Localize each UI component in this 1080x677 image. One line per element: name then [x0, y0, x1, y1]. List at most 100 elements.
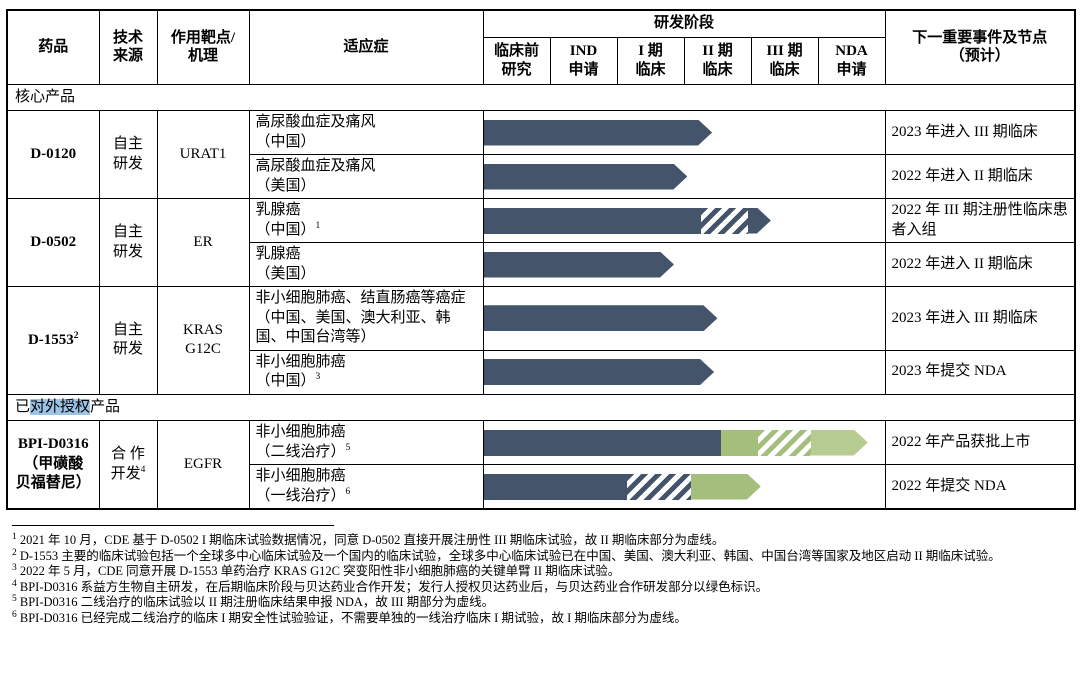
indication-cell: 非小细胞肺癌 （一线治疗）6 [248, 464, 484, 510]
next-event-cell: 2022 年提交 NDA [884, 464, 1076, 510]
pipeline-row: D-0502 自主 研发 ER 乳腺癌 （中国）1 2022 年 III 期注册性临床患… [6, 198, 1076, 287]
indication-cell: 乳腺癌 （美国） [248, 242, 484, 287]
col-header-stage-phase1: I 期 临床 [616, 36, 685, 85]
progress-arrow-segment [484, 207, 701, 234]
next-event-cell: 2022 年 III 期注册性临床患者入组 [884, 198, 1076, 243]
footnote-number: 4 [12, 578, 17, 589]
stage-progress-cell [482, 286, 886, 351]
col-header-indication: 适应症 [248, 9, 484, 85]
tech-source-cell: 自主 研发 [98, 286, 158, 395]
pipeline-row: D-0120 自主 研发 URAT1 高尿酸血症及痛风 （中国） 2023 年进入 II… [6, 110, 1076, 199]
drug-name-cell: D-0502 [6, 198, 100, 287]
footnote-number: 1 [12, 531, 17, 542]
table-header-row-2: 临床前 研究 IND 申请 I 期 临床 II 期 临床 III 期 临床 ND… [7, 36, 1075, 85]
col-header-stage-nda: NDA 申请 [817, 36, 886, 85]
next-event-cell: 2022 年进入 II 期临床 [884, 154, 1076, 199]
footnote-item: 6 BPI-D0316 已经完成二线治疗的临床 I 期安全性试验验证，不需要单独… [12, 609, 687, 625]
pipeline-row: BPI-D0316 （甲磺酸 贝福替尼）合 作 开发4 EGFR 非小细胞肺癌 （二… [6, 420, 1076, 510]
progress-arrow-segment [627, 473, 691, 500]
tech-source-cell: 自主 研发 [98, 110, 158, 199]
footnote-divider [12, 525, 334, 526]
next-event-cell: 2023 年提交 NDA [884, 349, 1076, 395]
drug-name-cell: D-15532 [6, 286, 100, 395]
stage-progress-cell [482, 242, 886, 287]
next-event-cell: 2023 年进入 III 期临床 [884, 286, 1076, 351]
superscript-ref: 1 [315, 220, 321, 231]
stage-progress-cell [482, 198, 886, 243]
tech-source-cell: 合 作 开发4 [98, 420, 158, 510]
footnote-item: 1 2021 年 10 月，CDE 基于 D-0502 I 期临床试验数据情况，… [12, 531, 725, 547]
superscript-ref: 4 [140, 464, 146, 475]
stage-progress-cell [482, 464, 886, 510]
pipeline-table: 药品 技术 来源 作用靶点/ 机理 适应症 研发阶段 下一重要事件及节点 （预计… [6, 9, 1077, 510]
col-header-target-mechanism: 作用靶点/ 机理 [156, 9, 250, 85]
pipeline-row: 乳腺癌 （美国） 2022 年进入 II 期临床 [7, 242, 1076, 287]
col-header-stage-group: 研发阶段 [482, 9, 886, 38]
progress-arrow-segment [484, 429, 721, 456]
col-header-tech-source: 技术 来源 [98, 9, 158, 85]
pipeline-row: D-15532 自主 研发 KRAS G12C 非小细胞肺癌、结直肠癌等癌症（中国、美… [6, 286, 1076, 395]
col-header-stage-ind: IND 申请 [549, 36, 618, 85]
col-header-drug: 药品 [6, 9, 100, 85]
superscript-ref: 2 [73, 330, 79, 341]
next-event-cell: 2023 年进入 III 期临床 [884, 110, 1076, 155]
progress-arrow-segment [700, 207, 748, 234]
footnotes-block: 1 2021 年 10 月，CDE 基于 D-0502 I 期临床试验数据情况，… [6, 531, 1074, 626]
col-header-stage-preclinical: 临床前 研究 [482, 36, 551, 85]
col-header-stage-phase3: III 期 临床 [750, 36, 819, 85]
progress-arrow-segment [811, 430, 868, 456]
progress-arrow-segment [691, 474, 761, 500]
col-header-stage-phase2: II 期 临床 [683, 36, 752, 85]
footnote-number: 5 [12, 593, 17, 604]
table-header-row-1: 药品 技术 来源 作用靶点/ 机理 适应症 研发阶段 下一重要事件及节点 （预计… [6, 9, 1076, 85]
section-label: 核心产品 [6, 83, 1076, 111]
pipeline-row: 高尿酸血症及痛风 （美国） 2022 年进入 II 期临床 [7, 154, 1076, 199]
col-header-next-event: 下一重要事件及节点 （预计） [884, 9, 1076, 85]
drug-name-cell: BPI-D0316 （甲磺酸 贝福替尼） [6, 420, 100, 510]
section-row: 核心产品 [6, 83, 1076, 111]
indication-cell: 高尿酸血症及痛风 （中国） [248, 110, 484, 155]
section-row: 已对外授权产品 [6, 393, 1076, 421]
superscript-ref: 6 [345, 486, 351, 497]
progress-arrow-segment [748, 208, 771, 234]
indication-cell: 高尿酸血症及痛风 （美国） [248, 154, 484, 199]
indication-cell: 非小细胞肺癌 （中国）3 [248, 349, 484, 395]
next-event-cell: 2022 年进入 II 期临床 [884, 242, 1076, 287]
progress-arrow-segment [484, 305, 718, 331]
progress-arrow-segment [757, 429, 812, 456]
footnote-item: 4 BPI-D0316 系益方生物自主研发，在后期临床阶段与贝达药业合作开发；发… [12, 578, 769, 594]
footnote-number: 2 [12, 547, 17, 558]
progress-arrow-segment [484, 359, 715, 385]
next-event-cell: 2022 年产品获批上市 [884, 420, 1076, 465]
progress-arrow-segment [720, 429, 758, 456]
stage-progress-cell [482, 420, 886, 465]
progress-arrow-segment [484, 120, 713, 146]
footnote-item: 2 D-1553 主要的临床试验包括一个全球多中心临床试验及一个国内的临床试验，… [12, 547, 1001, 563]
indication-cell: 乳腺癌 （中国）1 [248, 198, 484, 243]
progress-arrow-segment [484, 164, 688, 190]
progress-arrow-segment [484, 252, 674, 278]
drug-name-cell: D-0120 [6, 110, 100, 199]
stage-progress-cell [482, 349, 886, 395]
indication-cell: 非小细胞肺癌 （二线治疗）5 [248, 420, 484, 465]
target-cell: EGFR [156, 420, 250, 510]
stage-progress-cell [482, 154, 886, 199]
section-label: 已对外授权产品 [6, 393, 1076, 421]
target-cell: ER [156, 198, 250, 287]
superscript-ref: 5 [345, 442, 351, 453]
superscript-ref: 3 [315, 372, 321, 382]
progress-arrow-segment [484, 473, 628, 500]
indication-cell: 非小细胞肺癌、结直肠癌等癌症（中国、美国、澳大利亚、韩国、中国台湾等） [248, 286, 484, 351]
pipeline-document: 药品 技术 来源 作用靶点/ 机理 适应症 研发阶段 下一重要事件及节点 （预计… [6, 9, 1077, 626]
footnote-number: 6 [12, 609, 17, 620]
pipeline-row: 非小细胞肺癌 （中国）3 2023 年提交 NDA [7, 349, 1076, 395]
footnote-number: 3 [12, 562, 17, 573]
target-cell: KRAS G12C [156, 286, 250, 395]
selection-highlight: 对外授权 [30, 398, 91, 415]
tech-source-cell: 自主 研发 [98, 198, 158, 287]
target-cell: URAT1 [156, 110, 250, 199]
stage-progress-cell [482, 110, 886, 155]
footnote-item: 3 2022 年 5 月，CDE 同意开展 D-1553 单药治疗 KRAS G… [12, 562, 621, 578]
pipeline-row: 非小细胞肺癌 （一线治疗）6 2022 年提交 NDA [7, 464, 1076, 510]
footnote-item: 5 BPI-D0316 二线治疗的临床试验以 II 期注册临床结果申报 NDA，… [12, 593, 495, 609]
